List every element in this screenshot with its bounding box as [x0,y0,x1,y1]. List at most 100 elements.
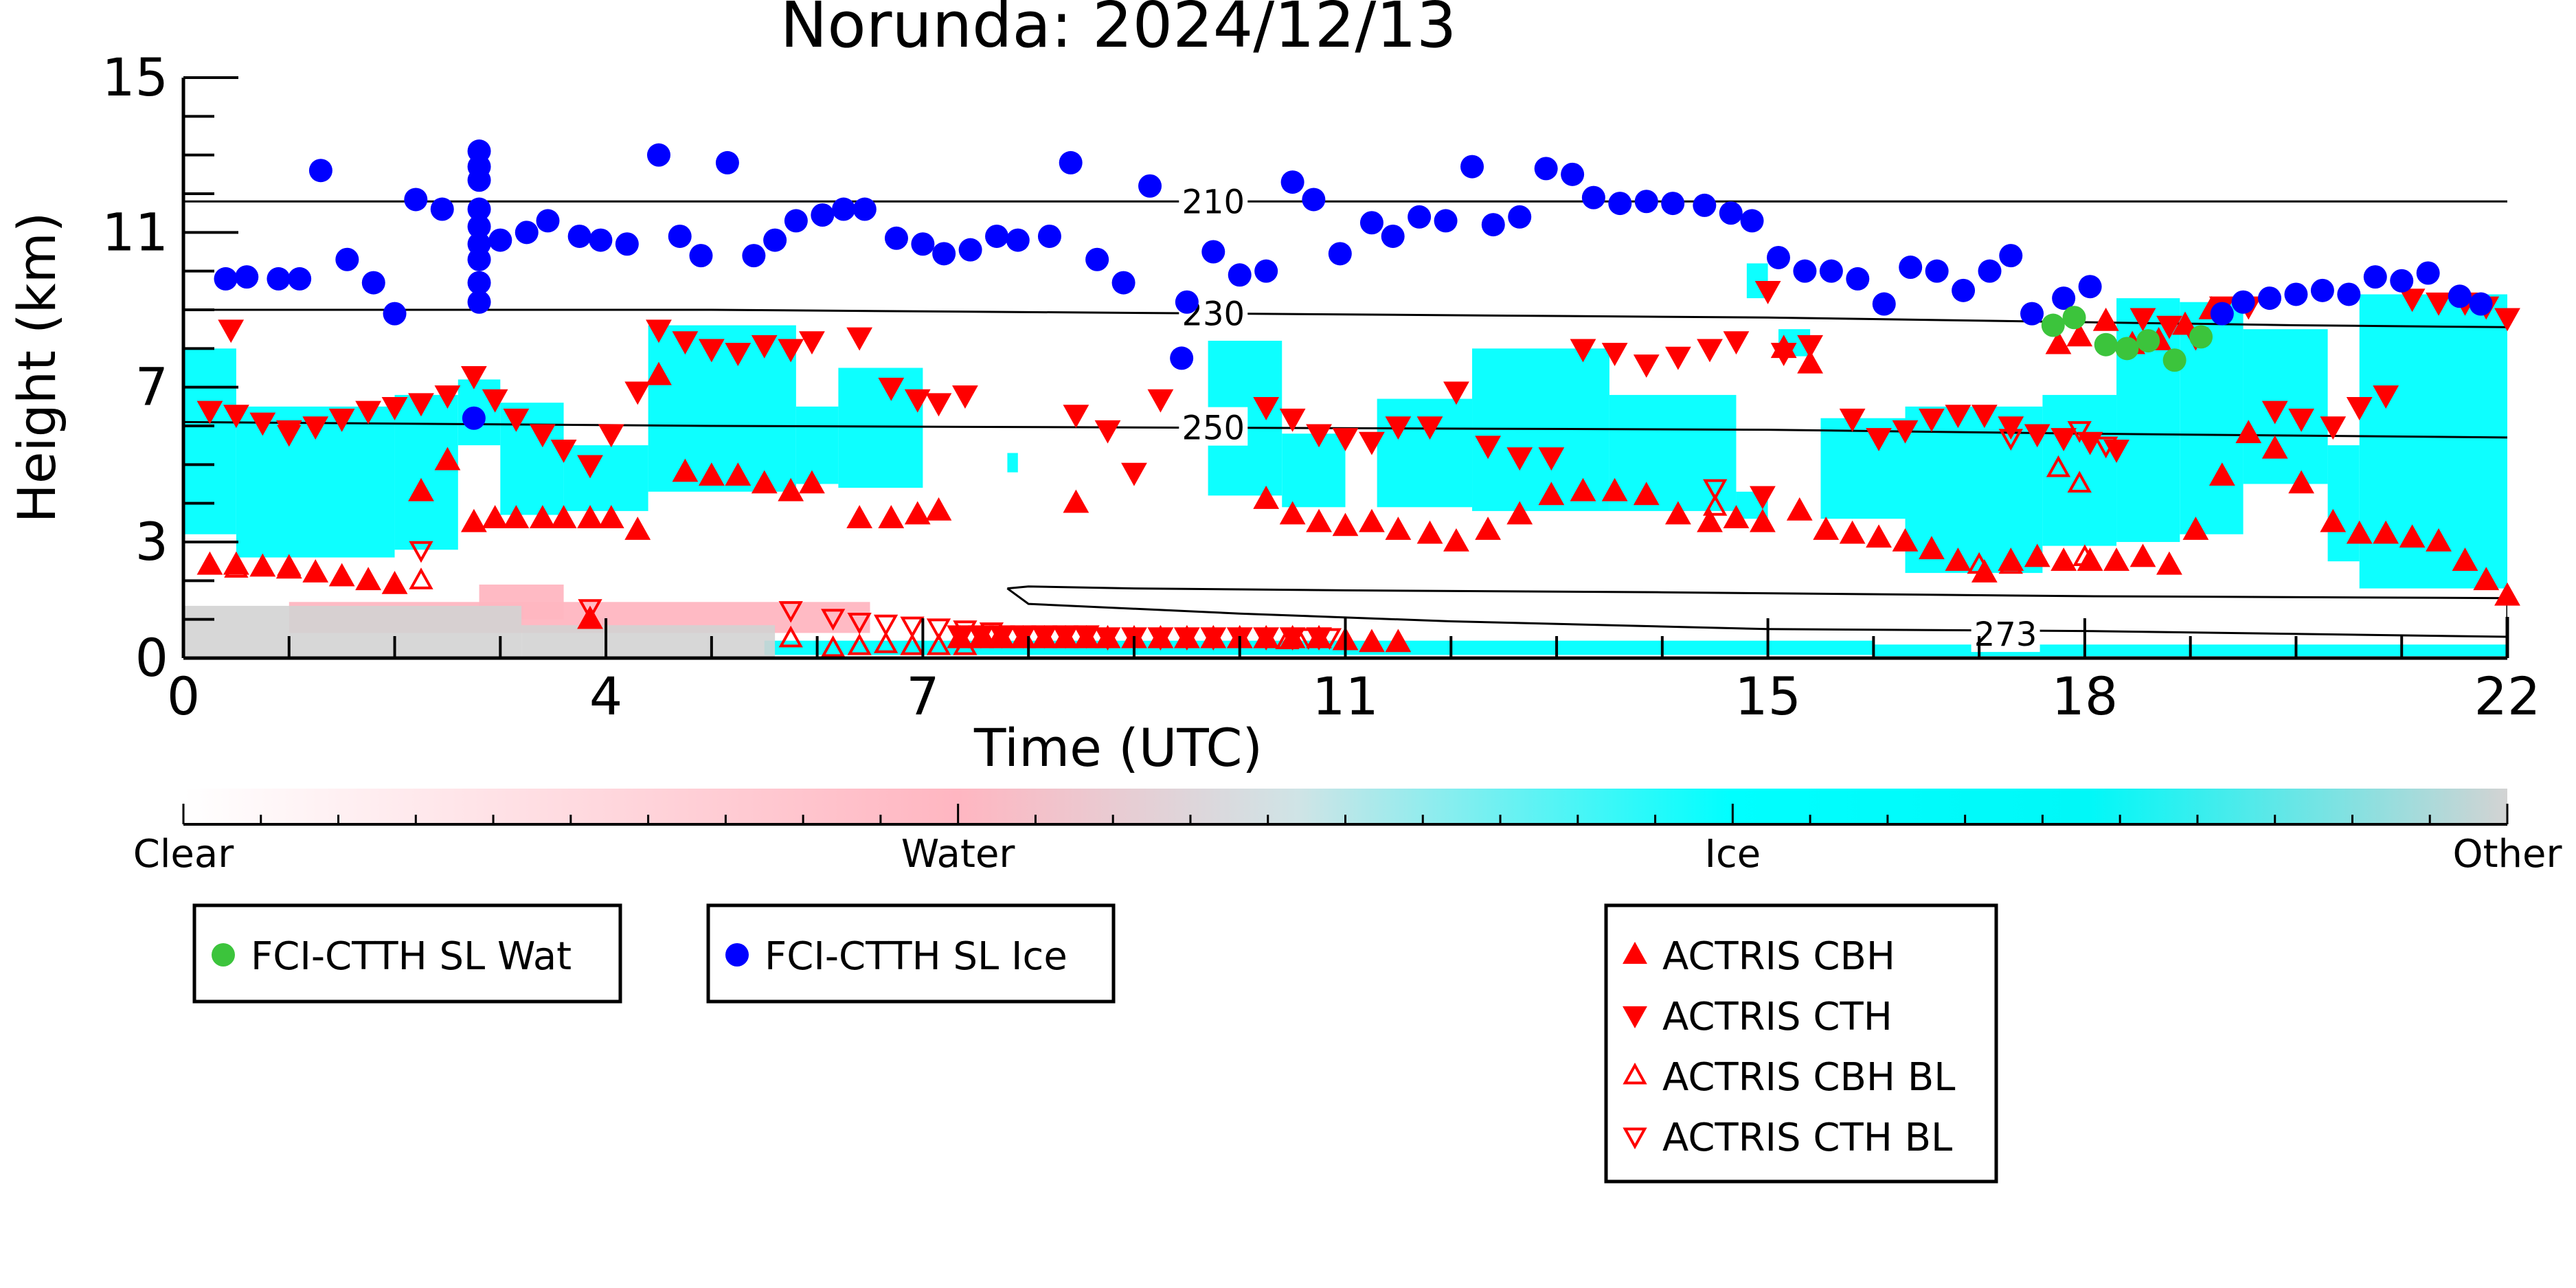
fci-ctth-sl-ice-point [884,226,908,250]
fci-ctth-sl-ice-point [536,209,560,233]
fci-ctth-sl-ice-point [467,214,491,238]
cloud-ice-region [563,445,648,511]
actris-cth-point [1200,627,1227,651]
actris-cbh-point [2129,543,2156,567]
fci-ctth-sl-ice-point [308,159,332,183]
actris-cbh-point [503,505,530,528]
fci-ctth-sl-ice-point [689,244,713,268]
fci-ctth-sl-ice-point [1719,201,1743,225]
cloud-ice-region [2042,394,2117,546]
actris-cbh-point [1866,524,1892,548]
legend-box: ACTRIS CBH ACTRIS CTH ACTRIS CBH BL ACTRIS … [1604,903,1998,1184]
actris-cbh-point [1601,477,1628,501]
legend-label: ACTRIS CBH [1662,934,1895,979]
fci-ctth-sl-ice-point [784,209,808,233]
fci-ctth-sl-ice-point [1693,193,1717,217]
actris-cth-bl-point [1703,479,1728,501]
fci-ctth-sl-ice-point [1138,174,1162,198]
fci-ctth-sl-ice-point [467,197,491,221]
fci-ctth-sl-ice-point [615,232,639,256]
y-tick-label: 15 [102,47,168,108]
actris-cbh-point [328,563,355,587]
actris-cth-point [2320,416,2347,440]
actris-cth-point [2050,428,2077,451]
fci-ctth-sl-ice-point [488,228,512,252]
fci-ctth-sl-ice-point [589,228,613,252]
actris-cbh-bl-point [926,633,951,655]
actris-cbh-bl-point [778,625,803,648]
actris-cth-point [799,331,825,355]
y-tick-label: 7 [135,357,168,418]
fci-ctth-sl-ice-point [1228,263,1252,287]
x-tick-label: 4 [589,666,622,727]
legend-label: FCI-CTTH SL Ice [765,934,1067,979]
actris-cbh-point [1786,497,1813,521]
actris-cth-point [482,389,508,413]
fci-ctth-sl-ice-point [2390,269,2414,293]
actris-cth-point [1475,436,1501,460]
fci-ctth-sl-ice-point [1819,259,1843,283]
actris-cth-bl-point [277,425,302,447]
fci-ctth-sl-ice-point [911,232,935,256]
actris-cbh-point [1633,482,1660,506]
actris-cth-point [1416,416,1443,440]
actris-cbh-point [408,477,434,501]
fci-ctth-sl-ice-point [646,143,670,167]
fci-ctth-sl-ice-point [467,290,491,314]
actris-cbh-point [1475,517,1501,540]
actris-cbh-point [2050,547,2077,571]
contour-label-bg [1179,407,1248,446]
actris-cbh-point [1063,489,1089,513]
contour-label-bg [1179,181,1248,220]
actris-cbh-point [878,505,905,528]
fci-ctth-sl-ice-point [462,406,486,430]
actris-cbh-bl-point [224,556,249,578]
actris-cth-point [1147,627,1174,651]
y-tick-label: 3 [135,511,168,572]
actris-cbh-point [1723,505,1750,528]
cloud-ice-region [1820,418,1906,519]
actris-cbh-point [2066,323,2093,347]
x-axis-label: Time (UTC) [973,717,1263,778]
actris-cbh-bl-point [2046,455,2071,477]
actris-cbh-point [698,462,725,486]
actris-cth-bl-point [873,614,899,637]
actris-cbh-point [778,477,804,501]
actris-cbh-point [1538,482,1565,506]
fci-ctth-sl-ice-point [1481,213,1505,237]
colorbar-label-clear: Clear [133,832,234,877]
actris-cbh-point [1971,559,1998,583]
legend-marker [1623,1127,1647,1150]
cloud-ice-region [394,394,458,550]
actris-cth-point [434,385,461,409]
fci-ctth-sl-ice-point [2258,286,2282,310]
actris-cbh-bl-point [1275,627,1300,650]
fci-ctth-sl-ice-point [288,267,312,291]
fci-ctth-sl-ice-point [2231,290,2255,314]
y-axis-label: Height (km) [6,212,67,523]
fci-ctth-sl-ice-point [668,224,692,248]
cloud-other-region [183,605,522,658]
actris-cth-point [698,339,725,363]
actris-cbh-point [799,470,825,494]
actris-cbh-point [381,570,408,594]
fci-ctth-sl-ice-point [1280,170,1304,194]
x-tick-label: 11 [1312,666,1379,727]
actris-cth-point [1121,462,1147,486]
actris-cth-point [925,393,952,417]
actris-cbh-point [846,505,873,528]
actris-cth-point [1063,405,1089,429]
actris-cth-bl-point [1296,628,1321,651]
actris-cth-point [328,408,355,432]
actris-cth-point [646,319,672,343]
cloud-ice-region [838,368,923,488]
cloud-ice-region [648,325,796,492]
actris-cbh-point [1332,512,1359,536]
fci-ctth-sl-ice-point [383,302,407,326]
actris-cbh-point [1443,528,1469,552]
x-tick-label: 15 [1735,666,1801,727]
actris-cth-point [2129,308,2156,332]
actris-cth-point [2288,408,2315,432]
actris-cbh-point [1416,520,1443,544]
actris-cth-point [1173,627,1200,651]
